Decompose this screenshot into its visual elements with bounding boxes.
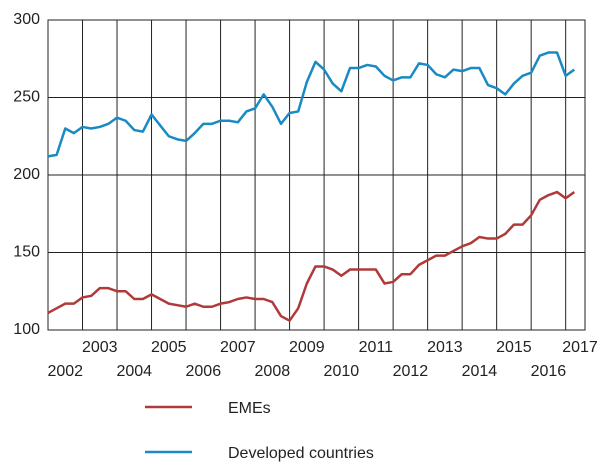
x-tick-label: 2010: [324, 363, 360, 380]
y-tick-label: 200: [13, 166, 40, 183]
x-tick-label: 2016: [531, 363, 567, 380]
line-series: [47, 190, 576, 322]
x-tick-label: 2006: [186, 363, 222, 380]
x-tick-label: 2017: [562, 339, 598, 356]
x-tick-label: 2004: [116, 363, 152, 380]
x-tick-label: 2011: [359, 339, 394, 356]
x-tick-label: 2003: [82, 339, 118, 356]
x-tick-label: 2005: [151, 339, 187, 356]
x-tick-label: 2007: [220, 339, 256, 356]
legend-label: Developed countries: [228, 445, 374, 462]
y-tick-label: 150: [13, 244, 40, 261]
x-tick-label: 2013: [427, 339, 463, 356]
x-tick-label: 2012: [393, 363, 429, 380]
x-tick-label: 2014: [462, 363, 498, 380]
plot-frame: [47, 19, 586, 331]
y-tick-label: 100: [13, 321, 40, 338]
x-tick-label: 2008: [255, 363, 291, 380]
y-tick-label: 300: [13, 11, 40, 28]
y-tick-label: 250: [13, 89, 40, 106]
x-tick-label: 2015: [496, 339, 532, 356]
x-tick-label: 2002: [47, 363, 83, 380]
line-series: [47, 51, 576, 158]
x-tick-label: 2009: [289, 339, 325, 356]
legend-label: EMEs: [228, 400, 271, 417]
